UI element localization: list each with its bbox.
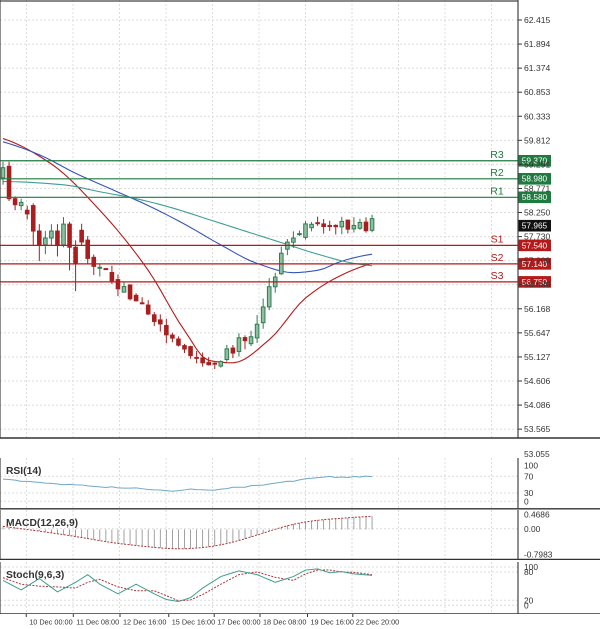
svg-text:61.894: 61.894 — [524, 39, 551, 49]
svg-text:MACD(12,26,9): MACD(12,26,9) — [6, 518, 78, 529]
svg-text:57.965: 57.965 — [522, 221, 548, 231]
svg-text:18 Dec 08:00: 18 Dec 08:00 — [263, 618, 306, 627]
svg-text:S3: S3 — [491, 270, 504, 282]
svg-text:57.730: 57.730 — [524, 232, 551, 242]
svg-text:54.606: 54.606 — [524, 376, 551, 386]
svg-text:R2: R2 — [490, 167, 504, 179]
svg-text:61.374: 61.374 — [524, 63, 551, 73]
svg-text:62.415: 62.415 — [524, 15, 551, 25]
svg-text:55.127: 55.127 — [524, 352, 551, 362]
svg-text:58.771: 58.771 — [524, 183, 551, 193]
svg-text:0.00: 0.00 — [524, 524, 541, 534]
svg-text:53.565: 53.565 — [524, 424, 551, 434]
svg-text:80: 80 — [524, 567, 534, 577]
svg-text:60.333: 60.333 — [524, 111, 551, 121]
svg-text:S2: S2 — [491, 252, 504, 264]
svg-text:59.291: 59.291 — [524, 159, 551, 169]
svg-text:R3: R3 — [490, 149, 504, 161]
svg-text:19 Dec 16:00: 19 Dec 16:00 — [311, 618, 354, 627]
svg-text:R1: R1 — [490, 185, 504, 197]
svg-text:57.209: 57.209 — [524, 256, 551, 266]
svg-text:10 Dec 00:00: 10 Dec 00:00 — [29, 618, 72, 627]
svg-text:100: 100 — [524, 460, 538, 470]
svg-text:58.580: 58.580 — [522, 192, 548, 202]
svg-text:55.647: 55.647 — [524, 328, 551, 338]
svg-text:56.689: 56.689 — [524, 280, 551, 290]
svg-text:0.4686: 0.4686 — [524, 510, 550, 520]
svg-text:17 Dec 00:00: 17 Dec 00:00 — [217, 618, 260, 627]
svg-text:12 Dec 16:00: 12 Dec 16:00 — [123, 618, 166, 627]
svg-text:60.853: 60.853 — [524, 87, 551, 97]
svg-text:S1: S1 — [491, 233, 504, 245]
svg-text:15 Dec 16:00: 15 Dec 16:00 — [172, 618, 215, 627]
svg-text:56.168: 56.168 — [524, 304, 551, 314]
svg-text:58.250: 58.250 — [524, 208, 551, 218]
svg-text:57.540: 57.540 — [522, 240, 548, 250]
svg-text:53.055: 53.055 — [524, 448, 550, 458]
svg-text:59.812: 59.812 — [524, 135, 551, 145]
svg-text:22 Dec 20:00: 22 Dec 20:00 — [356, 618, 399, 627]
svg-text:70: 70 — [524, 471, 534, 481]
svg-text:58.980: 58.980 — [522, 174, 548, 184]
svg-text:RSI(14): RSI(14) — [6, 466, 41, 477]
svg-text:0: 0 — [524, 496, 529, 506]
svg-text:0: 0 — [524, 600, 529, 610]
svg-text:54.086: 54.086 — [524, 400, 551, 410]
svg-text:Stoch(9,6,3): Stoch(9,6,3) — [6, 570, 64, 581]
svg-text:-0.7983: -0.7983 — [524, 550, 553, 560]
svg-text:11 Dec 08:00: 11 Dec 08:00 — [76, 618, 119, 627]
